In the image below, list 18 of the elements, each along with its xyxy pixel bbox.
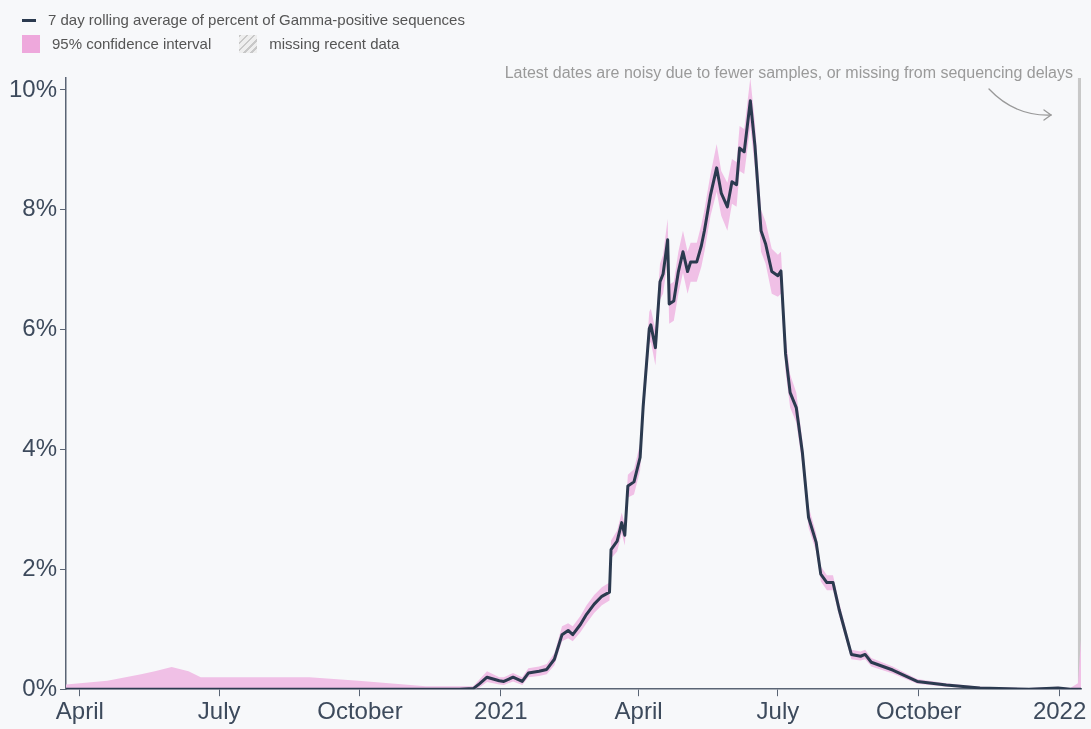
x-tick-label: 2021 xyxy=(474,697,528,725)
annotation: Latest dates are noisy due to fewer samples, or missing from sequencing delays xyxy=(504,64,1073,82)
x-tick-label: July xyxy=(756,697,800,725)
x-tick-label: July xyxy=(197,697,241,725)
legend-label: missing recent data xyxy=(269,34,400,54)
legend-label: 7 day rolling average of percent of Gamma-positive sequences xyxy=(48,10,465,30)
y-tick-label: 0% xyxy=(22,673,58,701)
x-tick-label: 2022 xyxy=(1032,697,1087,725)
x-tick-label: October xyxy=(317,697,403,725)
y-tick-label: 4% xyxy=(22,434,58,462)
text: 95% confidence interval xyxy=(52,34,212,54)
x-tick-label: April xyxy=(614,697,663,725)
x-tick-label: October xyxy=(876,697,962,725)
y-tick-label: 8% xyxy=(22,194,58,222)
y-tick-label: 2% xyxy=(22,553,58,581)
x-tick-label: April xyxy=(55,697,104,725)
y-tick-label: 6% xyxy=(22,314,58,342)
y-tick-label: 10% xyxy=(8,74,58,102)
